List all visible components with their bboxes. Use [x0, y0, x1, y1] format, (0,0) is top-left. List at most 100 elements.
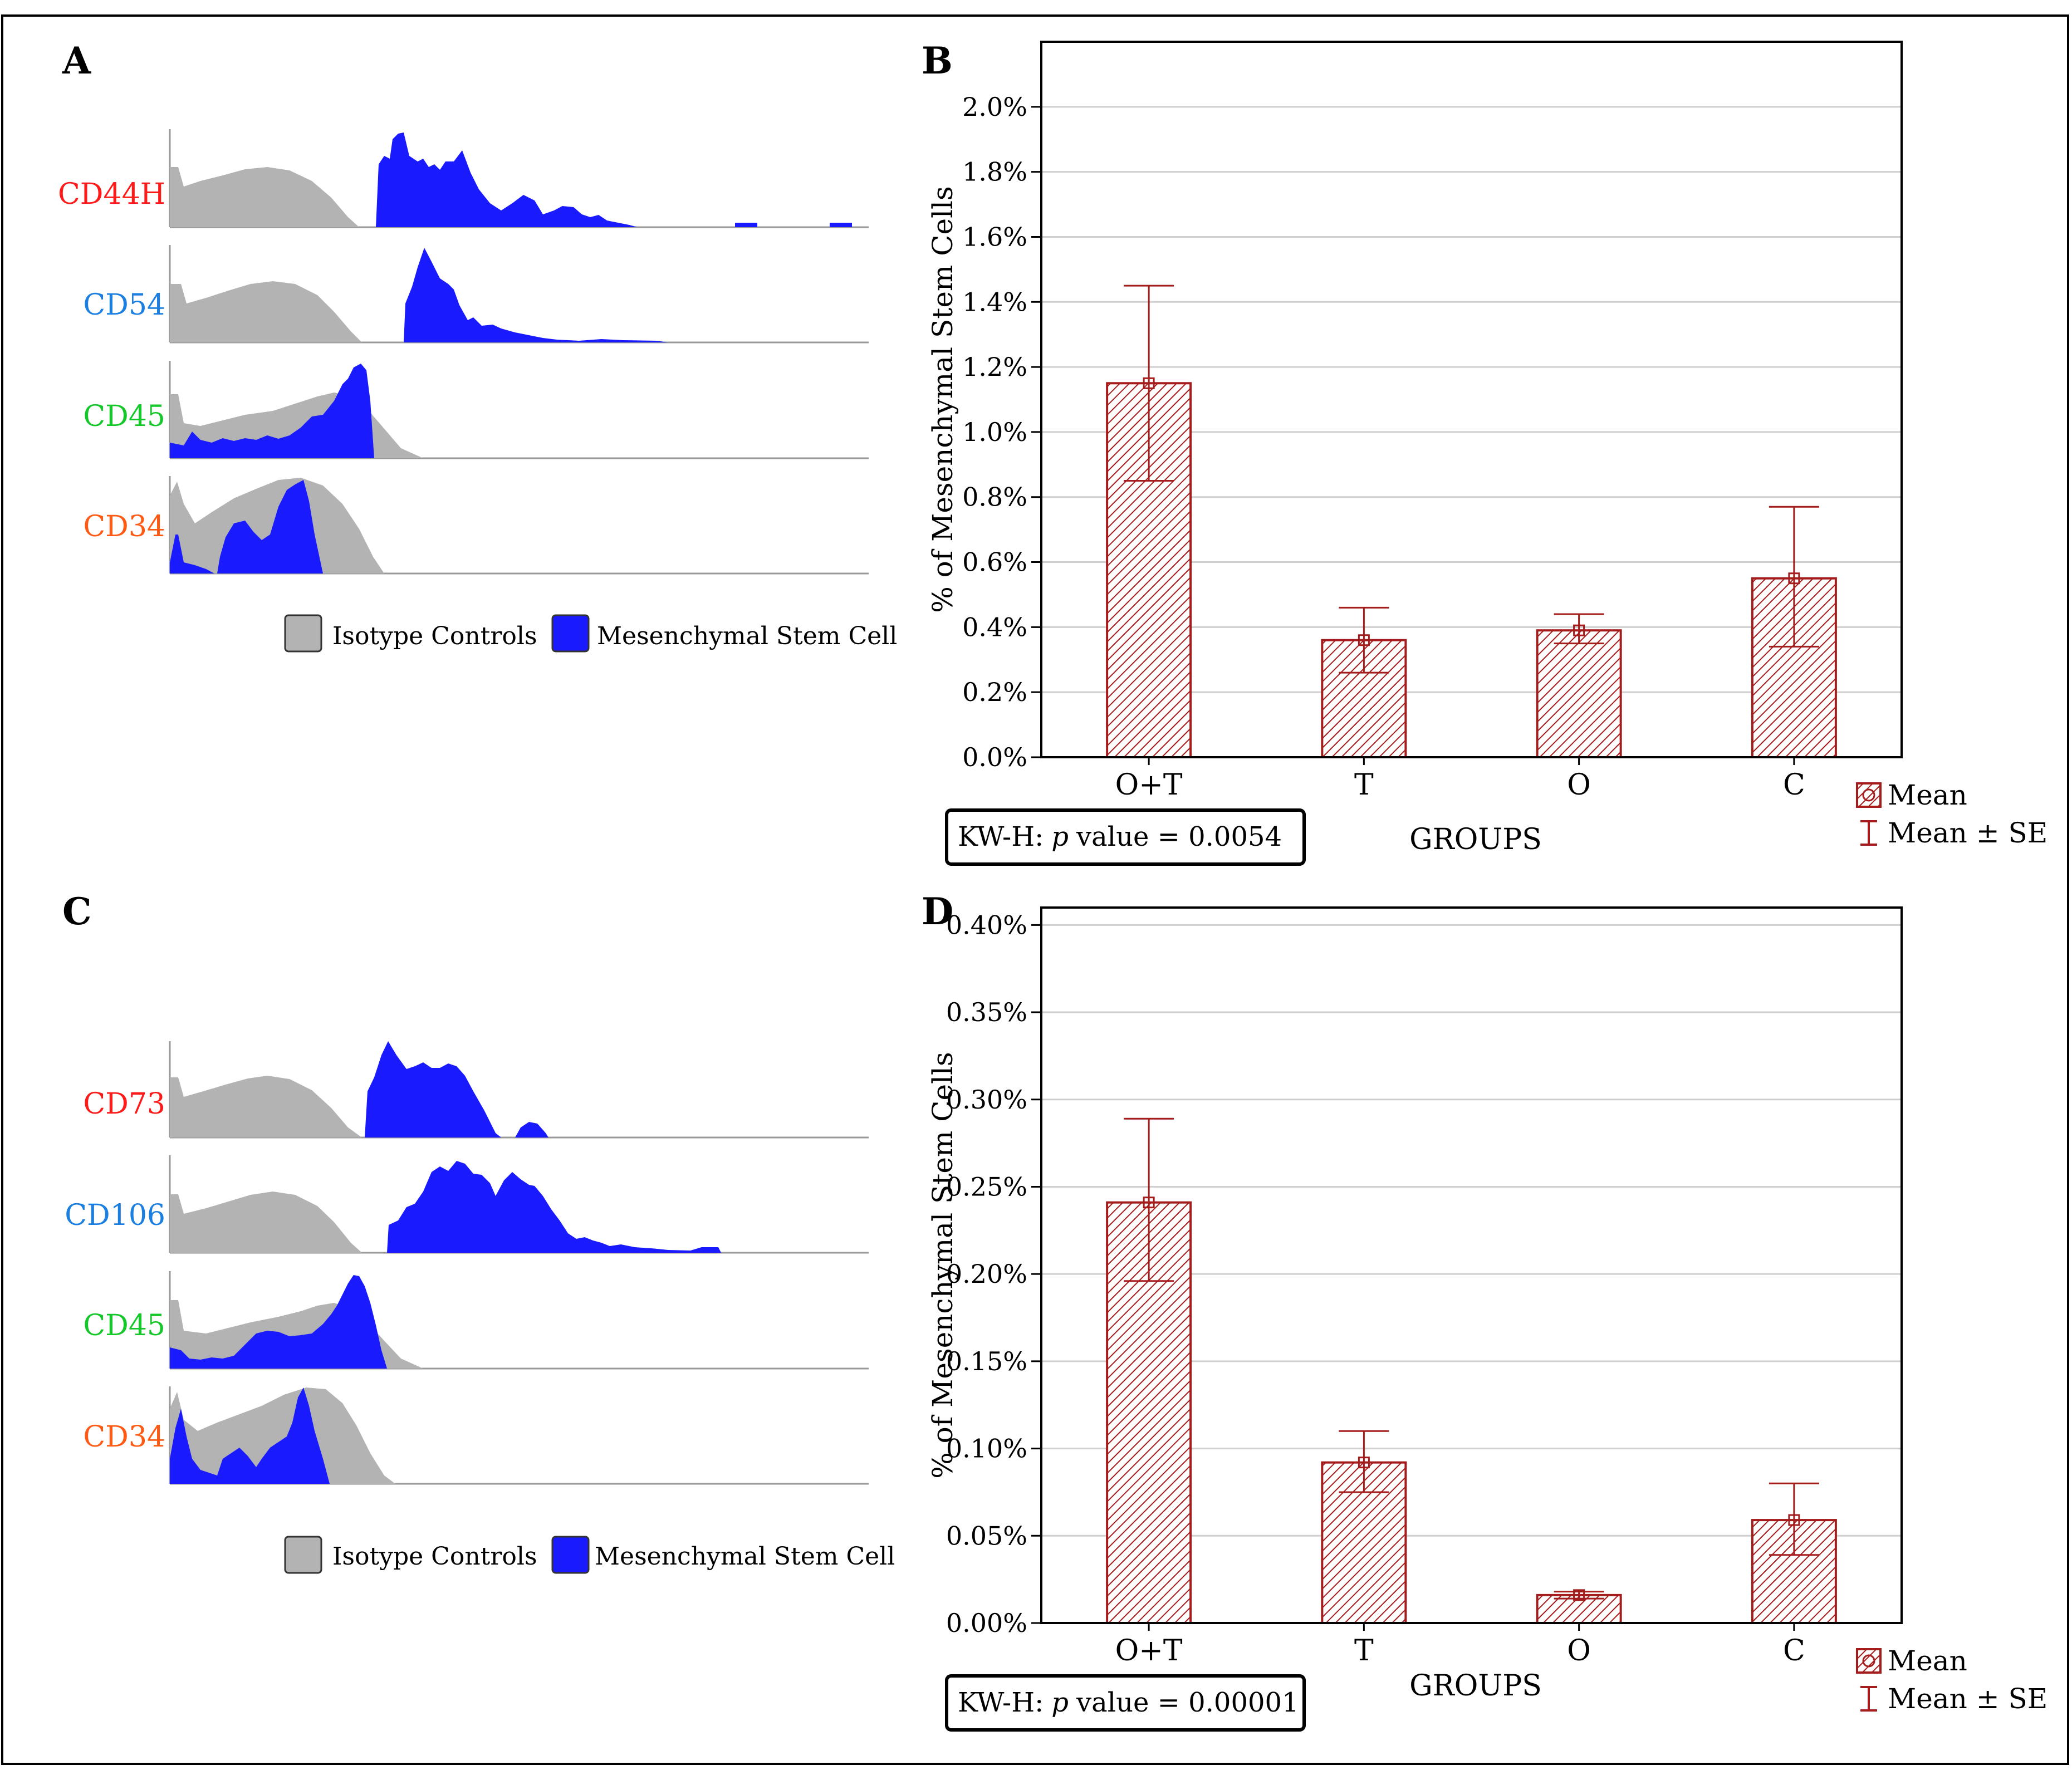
panel-a-histograms	[169, 129, 869, 575]
msc-histogram	[404, 248, 668, 342]
x-axis-label: GROUPS	[1409, 1669, 1542, 1703]
y-tick-label: 1.6%	[962, 222, 1027, 252]
x-axis-label: GROUPS	[1409, 823, 1542, 856]
legend-swatch-msc	[551, 1536, 590, 1574]
y-tick-label: 0.25%	[946, 1171, 1027, 1202]
mean-marker	[1788, 572, 1800, 585]
stat-text: KW-H: p value = 0.00001	[958, 1687, 1299, 1718]
y-tick-label: 2.0%	[962, 92, 1027, 122]
msc-histogram	[170, 1387, 330, 1484]
stat-p: p	[1051, 1687, 1069, 1718]
histogram-row-a3	[169, 361, 869, 459]
histogram-row-c1	[169, 1041, 869, 1139]
legend-panel-c: Isotype Controls Mesenchymal Stem Cell	[284, 1536, 895, 1574]
y-tick-label: 0.05%	[946, 1521, 1027, 1551]
stat-prefix: KW-H:	[958, 821, 1044, 852]
marker-label-cd54: CD54	[83, 288, 165, 322]
legend-mean-marker	[1862, 788, 1875, 802]
mean-marker	[1788, 1514, 1800, 1526]
y-tick-label: 0.00%	[946, 1608, 1027, 1638]
isotype-histogram	[170, 281, 362, 342]
legend-mean-swatch	[1856, 782, 1882, 808]
x-tick-label: O	[1567, 1634, 1591, 1668]
stat-text: KW-H: p value = 0.0054	[958, 821, 1282, 852]
y-tick-label: 1.4%	[962, 287, 1027, 317]
marker-label-cd106: CD106	[65, 1199, 165, 1232]
mean-marker	[1143, 1197, 1155, 1209]
y-tick-label: 0.10%	[946, 1434, 1027, 1464]
panel-letter-c: C	[62, 890, 92, 933]
legend-swatch-isotype	[284, 614, 322, 653]
plot-frame	[1040, 906, 1903, 1624]
stat-prefix: KW-H:	[958, 1687, 1044, 1718]
msc-histogram	[170, 364, 374, 458]
y-tick-label: 0.15%	[946, 1346, 1027, 1376]
marker-label-cd45-c: CD45	[83, 1309, 165, 1342]
stat-suffix: value = 0.0054	[1076, 821, 1282, 852]
legend-mean-label: Mean	[1888, 1645, 1967, 1677]
panel-letter-d: D	[922, 890, 953, 933]
mean-marker	[1573, 1589, 1585, 1601]
histogram-row-a4	[169, 476, 869, 575]
stat-p: p	[1051, 821, 1069, 852]
y-tick-label: 0.4%	[962, 612, 1027, 642]
legend-label-isotype: Isotype Controls	[332, 622, 537, 650]
stat-suffix: value = 0.00001	[1076, 1687, 1299, 1718]
panel-letter-b: B	[922, 39, 953, 82]
histogram-row-c2	[169, 1155, 869, 1254]
legend-label-msc: Mesenchymal Stem Cell	[597, 622, 897, 650]
marker-label-cd45-a: CD45	[83, 400, 165, 433]
bar	[1536, 629, 1622, 759]
panel-c-histograms	[169, 1041, 869, 1485]
bar-chart-b: 0.0% 0.2% 0.4% 0.6% 0.8% 1.0% 1.2% 1.4% 1.6% 1.8%…	[927, 41, 2047, 866]
x-tick-label: T	[1354, 1634, 1374, 1668]
stat-box	[945, 1674, 1306, 1732]
y-tick-label: 0.35%	[946, 997, 1027, 1027]
y-tick-label: 1.0%	[962, 417, 1027, 447]
y-tick-label: 0.0%	[962, 742, 1027, 772]
histogram-row-c3	[169, 1271, 869, 1370]
marker-label-cd34-a: CD34	[83, 510, 165, 543]
legend-label-msc: Mesenchymal Stem Cell	[595, 1542, 895, 1571]
msc-histogram	[365, 1041, 501, 1137]
figure-border	[1, 14, 2069, 1765]
x-tick-label: O+T	[1115, 1634, 1183, 1668]
mean-marker	[1358, 1457, 1370, 1469]
mean-marker	[1143, 377, 1155, 389]
legend-mean-swatch	[1856, 1648, 1882, 1674]
marker-label-cd73: CD73	[83, 1087, 165, 1121]
msc-histogram	[387, 1161, 721, 1253]
histogram-row-a2	[169, 245, 869, 344]
y-tick-label: 0.20%	[946, 1259, 1027, 1289]
legend-panel-a: Isotype Controls Mesenchymal Stem Cell	[284, 614, 897, 653]
plot-frame	[1040, 41, 1903, 758]
isotype-histogram	[170, 1076, 362, 1137]
legend-mean-marker	[1862, 1654, 1875, 1668]
panel-letter-a: A	[62, 39, 91, 82]
isotype-histogram	[170, 167, 359, 227]
msc-histogram	[515, 1122, 548, 1137]
stat-box	[945, 808, 1306, 866]
y-axis-label: % of Mesenchymal Stem Cells	[927, 186, 959, 612]
y-tick-label: 1.2%	[962, 352, 1027, 382]
y-tick-label: 0.30%	[946, 1085, 1027, 1115]
x-tick-label: C	[1783, 1634, 1805, 1668]
y-tick-label: 0.6%	[962, 547, 1027, 577]
x-tick-label: T	[1354, 768, 1374, 802]
legend-swatch-isotype	[284, 1536, 322, 1574]
mean-marker	[1573, 624, 1585, 636]
histogram-row-c4	[169, 1386, 869, 1485]
y-tick-label: 0.40%	[946, 910, 1027, 940]
y-tick-label: 0.8%	[962, 482, 1027, 512]
y-axis-label: % of Mesenchymal Stem Cells	[927, 1052, 959, 1478]
x-tick-label: O	[1567, 768, 1591, 802]
msc-histogram	[735, 223, 757, 227]
msc-histogram	[170, 480, 323, 573]
legend-se-label: Mean ± SE	[1888, 817, 2047, 849]
x-tick-label: O+T	[1115, 768, 1183, 802]
bar	[1321, 639, 1407, 759]
legend-se-label: Mean ± SE	[1888, 1683, 2047, 1715]
y-tick-label: 0.2%	[962, 677, 1027, 707]
